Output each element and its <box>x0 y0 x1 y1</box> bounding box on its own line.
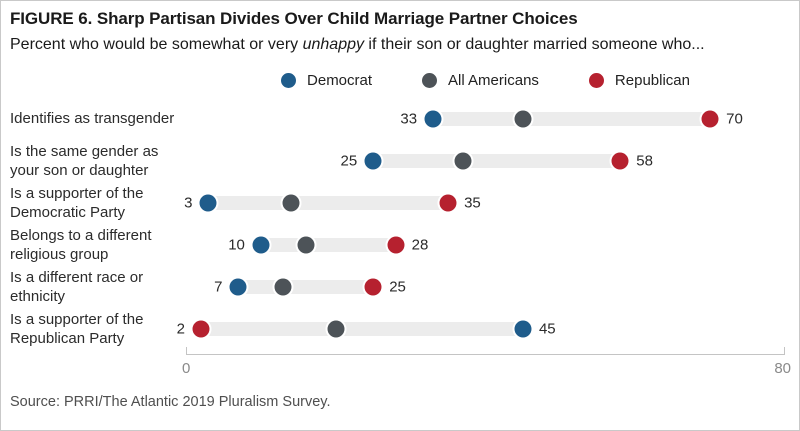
row-plot-area: 7 25 <box>186 266 785 308</box>
republican-dot <box>439 194 457 212</box>
legend-item-all: All Americans <box>422 72 539 89</box>
category-label: Identifies as transgender <box>10 110 175 128</box>
legend-label: All Americans <box>448 71 539 89</box>
republican-dot <box>701 110 719 128</box>
all-americans-dot <box>327 320 345 338</box>
row-plot-area: 2 45 <box>177 308 785 350</box>
all-legend-dot-icon <box>422 72 438 88</box>
all-americans-dot <box>514 110 532 128</box>
all-americans-dot <box>454 152 472 170</box>
max-value-label: 35 <box>464 194 481 212</box>
row-plot-area: 33 70 <box>186 98 785 140</box>
min-value-label: 25 <box>340 152 358 170</box>
figure-subtitle: Percent who would be somewhat or very un… <box>10 36 785 54</box>
dumbbell-track <box>260 238 396 252</box>
democrat-dot <box>252 236 270 254</box>
chart-row: Is the same gender as your son or daughte… <box>10 140 785 182</box>
dumbbell-track <box>373 154 621 168</box>
x-axis-tick-0 <box>186 347 187 355</box>
chart-row: Identifies as transgender 33 70 <box>10 98 785 140</box>
democrat-legend-dot-icon <box>281 72 297 88</box>
democrat-dot <box>364 152 382 170</box>
all-americans-dot <box>297 236 315 254</box>
all-americans-dot <box>282 194 300 212</box>
max-value-label: 58 <box>636 152 653 170</box>
subtitle-text-pre: Percent who would be somewhat or very <box>10 36 303 53</box>
min-value-label: 3 <box>184 194 193 212</box>
chart-legend: Democrat All Americans Republican <box>186 70 785 90</box>
dumbbell-track <box>238 280 374 294</box>
democrat-dot <box>424 110 442 128</box>
legend-label: Republican <box>614 71 690 89</box>
min-value-label: 10 <box>228 236 245 254</box>
max-value-label: 70 <box>726 110 743 128</box>
row-plot-area: 3 35 <box>184 182 785 224</box>
democrat-dot <box>199 194 217 212</box>
max-value-label: 28 <box>411 236 429 254</box>
category-label: Is a supporter of the Democratic Party <box>10 184 144 221</box>
category-label: Is a different race or ethnicity <box>10 268 144 305</box>
subtitle-text-post: if their son or daughter married someone… <box>363 36 705 53</box>
category-label: Belongs to a different religious group <box>10 226 152 263</box>
chart-row: Is a supporter of the Republican Party 2 45 <box>10 308 785 350</box>
figure-title: FIGURE 6. Sharp Partisan Divides Over Ch… <box>10 9 578 28</box>
dumbbell-track <box>200 322 523 336</box>
category-label: Is the same gender as your son or daughte… <box>10 142 159 179</box>
democrat-dot <box>229 278 247 296</box>
min-value-label: 7 <box>214 278 223 296</box>
chart-row: Is a supporter of the Democratic Party 3 35 <box>10 182 785 224</box>
max-value-label: 45 <box>538 320 556 338</box>
row-plot-area: 25 58 <box>186 140 785 182</box>
subtitle-emphasis: unhappy <box>302 36 364 53</box>
republican-dot <box>192 320 210 338</box>
x-axis-tick-80 <box>784 347 785 355</box>
category-label: Is a supporter of the Republican Party <box>10 310 144 347</box>
republican-legend-dot-icon <box>588 72 604 88</box>
source-note: Source: PRRI/The Atlantic 2019 Pluralism… <box>10 394 331 410</box>
democrat-dot <box>514 320 532 338</box>
min-value-label: 2 <box>176 320 185 338</box>
chart-row: Is a different race or ethnicity 7 25 <box>10 266 785 308</box>
republican-dot <box>387 236 405 254</box>
legend-label: Democrat <box>307 71 373 89</box>
row-plot-area: 10 28 <box>186 224 785 266</box>
republican-dot <box>364 278 382 296</box>
republican-dot <box>611 152 629 170</box>
legend-item-democrat: Democrat <box>281 72 372 89</box>
max-value-label: 25 <box>389 278 406 296</box>
x-axis-label-0: 0 <box>182 360 191 377</box>
min-value-label: 33 <box>400 110 418 128</box>
dumbbell-track <box>433 112 711 126</box>
all-americans-dot <box>274 278 292 296</box>
chart-row: Belongs to a different religious group 10 2… <box>10 224 785 266</box>
legend-item-republican: Republican <box>588 71 690 89</box>
x-axis: 0 80 <box>182 347 791 384</box>
dumbbell-track <box>208 196 449 210</box>
dumbbell-chart: Identifies as transgender 33 70 Is the same… <box>10 98 785 350</box>
x-axis-label-80: 80 <box>774 360 791 377</box>
